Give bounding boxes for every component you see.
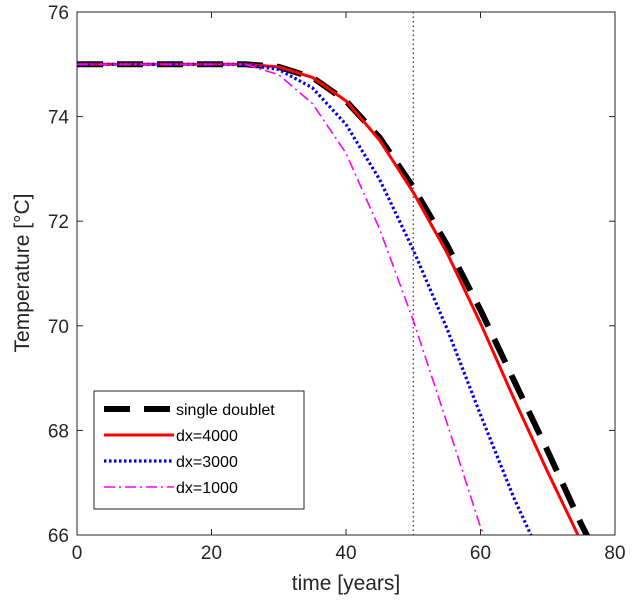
legend-label: dx=4000 — [176, 428, 238, 445]
legend-label: single doublet — [176, 402, 275, 419]
y-tick-label: 74 — [48, 108, 70, 129]
x-tick-label: 0 — [72, 543, 83, 564]
y-axis-label: Temperature [°C] — [11, 194, 34, 353]
x-tick-label: 80 — [604, 543, 625, 564]
legend-label: dx=1000 — [176, 480, 238, 497]
legend-label: dx=3000 — [176, 454, 238, 471]
series-line-4 — [77, 63, 485, 535]
y-tick-label: 72 — [48, 212, 69, 233]
y-tick-label: 70 — [48, 317, 69, 338]
legend: single doublet dx=4000 dx=3000 dx=1000 — [93, 390, 305, 510]
y-tick-label: 66 — [48, 526, 69, 547]
x-tick-label: 20 — [201, 543, 222, 564]
series-line-3 — [77, 62, 533, 535]
x-axis-label: time [years] — [292, 572, 401, 595]
x-tick-label: 60 — [470, 543, 491, 564]
x-tick-label: 40 — [335, 543, 356, 564]
y-tick-label: 68 — [48, 421, 69, 442]
y-tick-label: 76 — [48, 3, 69, 24]
